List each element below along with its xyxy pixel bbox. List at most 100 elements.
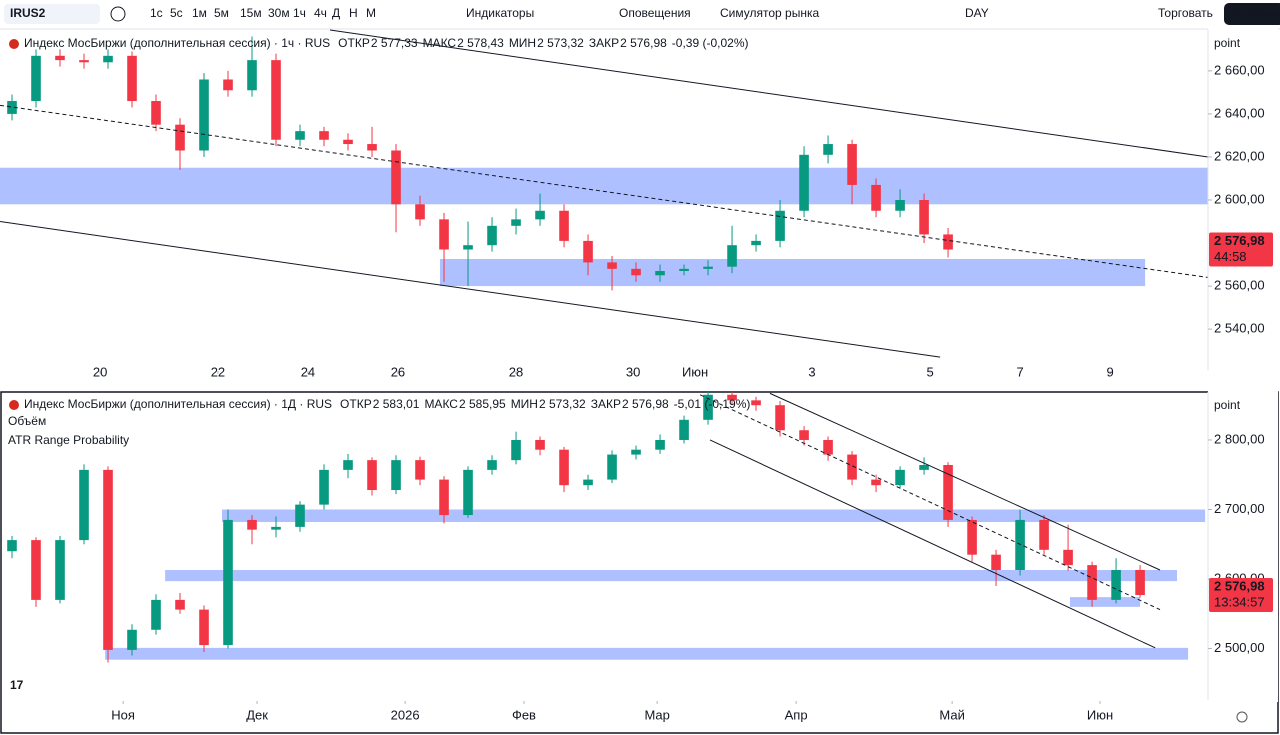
candle-body xyxy=(583,240,593,263)
candle-body xyxy=(343,139,353,145)
candle-body xyxy=(1063,549,1073,566)
symbol[interactable]: IRUS2 xyxy=(10,6,46,20)
candle-body xyxy=(727,394,737,401)
candle-body xyxy=(391,150,401,205)
y-tick-label: 2 800,00 xyxy=(1214,431,1265,446)
trend-line xyxy=(709,439,1156,649)
y-tick-label: 2 660,00 xyxy=(1214,62,1265,77)
x-tick-label: 7 xyxy=(1016,364,1023,379)
candle-body xyxy=(1111,569,1121,600)
timeframe[interactable]: 1ч xyxy=(293,6,306,20)
x-tick-label: 2026 xyxy=(391,707,420,722)
candle-body xyxy=(679,268,689,272)
candle-body xyxy=(127,55,137,102)
ohlc-value: 2 583,01 xyxy=(373,397,420,411)
candle-body xyxy=(727,245,737,267)
timeframe[interactable]: 15м xyxy=(240,6,262,20)
ohlc-value: 2 576,98 xyxy=(620,36,667,50)
x-tick-label: Июн xyxy=(682,364,708,379)
x-tick-label: Фев xyxy=(512,707,536,722)
timeframe[interactable]: М xyxy=(366,6,376,20)
x-tick-label: Июн xyxy=(1087,707,1113,722)
candle-body xyxy=(559,449,569,486)
candle-body xyxy=(679,419,689,440)
toolbar-replay[interactable]: Симулятор рынка xyxy=(720,6,819,20)
symbol-box[interactable] xyxy=(4,4,100,24)
publish-label[interactable]: Опубликов xyxy=(1232,6,1280,20)
price-label: 2 576,98 xyxy=(1214,578,1265,593)
change: -0,39 (-0,02%) xyxy=(672,36,749,50)
tv-logo: 17 xyxy=(10,678,24,692)
candle-body xyxy=(127,629,137,650)
timeframe[interactable]: 4ч xyxy=(314,6,327,20)
candle-body xyxy=(823,144,833,155)
toolbar-indicators[interactable]: Индикаторы xyxy=(466,6,534,20)
x-tick-label: 28 xyxy=(509,364,523,379)
toolbar-trade[interactable]: Торговать xyxy=(1158,6,1213,20)
svg-text:17: 17 xyxy=(10,678,24,692)
candle-body xyxy=(151,101,161,125)
candle-body xyxy=(847,144,857,185)
timeframe[interactable]: 5м xyxy=(214,6,229,20)
ohlc-label: МАКС xyxy=(423,36,457,50)
zone xyxy=(1069,597,1141,607)
candle-body xyxy=(871,184,881,211)
toolbar-alerts[interactable]: Оповещения xyxy=(619,6,691,20)
candle-body xyxy=(247,60,257,91)
candle-body xyxy=(631,268,641,276)
publish-button[interactable] xyxy=(1224,3,1280,25)
ohlc-value: 2 576,98 xyxy=(622,397,669,411)
y-tick-label: 2 540,00 xyxy=(1214,321,1265,336)
y-tick-label: 2 560,00 xyxy=(1214,278,1265,293)
zone xyxy=(222,509,1206,523)
candle-body xyxy=(607,454,617,480)
chart-title: Индекс МосБиржи (дополнительная сессия) … xyxy=(24,397,332,411)
candle-body xyxy=(1015,519,1025,570)
indicator-legend[interactable]: ATR Range Probability xyxy=(8,433,129,447)
timeframe[interactable]: 5с xyxy=(170,6,183,20)
candle-body xyxy=(271,60,281,140)
candle-body xyxy=(655,271,665,276)
y-tick-label: 2 640,00 xyxy=(1214,105,1265,120)
toolbar-session[interactable]: DAY xyxy=(965,6,989,20)
candle-body xyxy=(703,394,713,420)
candle-body xyxy=(775,405,785,431)
change: -5,01 (-0,19%) xyxy=(674,397,751,411)
timeframe[interactable]: 1м xyxy=(192,6,207,20)
candle-body xyxy=(55,55,65,61)
candle-body xyxy=(79,60,89,63)
settings[interactable] xyxy=(1236,711,1248,723)
candle-body xyxy=(199,79,209,151)
flag xyxy=(9,39,19,49)
indicator-legend[interactable]: Объём xyxy=(8,414,46,428)
candle-body xyxy=(295,131,305,140)
candle-body xyxy=(199,609,209,646)
timeframe[interactable]: Н xyxy=(349,6,358,20)
candle-body xyxy=(103,469,113,650)
timeframe[interactable]: 30м xyxy=(268,6,290,20)
timeframe[interactable]: 1с xyxy=(150,6,163,20)
candle-body xyxy=(511,219,521,226)
y-tick-label: 2 620,00 xyxy=(1214,148,1265,163)
candle-body xyxy=(367,144,377,151)
candle-body xyxy=(151,599,161,630)
trend-line xyxy=(0,104,1209,278)
price-tag xyxy=(1209,232,1273,267)
ohlc-value: 2 573,32 xyxy=(537,36,584,50)
candle-body xyxy=(823,439,833,455)
price-timer: 13:34:57 xyxy=(1214,594,1265,609)
candle-body xyxy=(583,479,593,486)
x-tick-label: 30 xyxy=(626,364,640,379)
candle-body xyxy=(271,526,281,530)
candle-body xyxy=(415,460,425,480)
x-tick-label: Ноя xyxy=(111,707,135,722)
candle-body xyxy=(1087,565,1097,600)
ohlc-value: 2 577,33 xyxy=(371,36,418,50)
add-symbol[interactable] xyxy=(110,6,126,22)
candle-body xyxy=(919,465,929,470)
candle-body xyxy=(487,460,497,470)
candle-body xyxy=(511,439,521,461)
timeframe[interactable]: Д xyxy=(332,6,340,20)
candle-body xyxy=(31,540,41,600)
candle-body xyxy=(535,439,545,450)
